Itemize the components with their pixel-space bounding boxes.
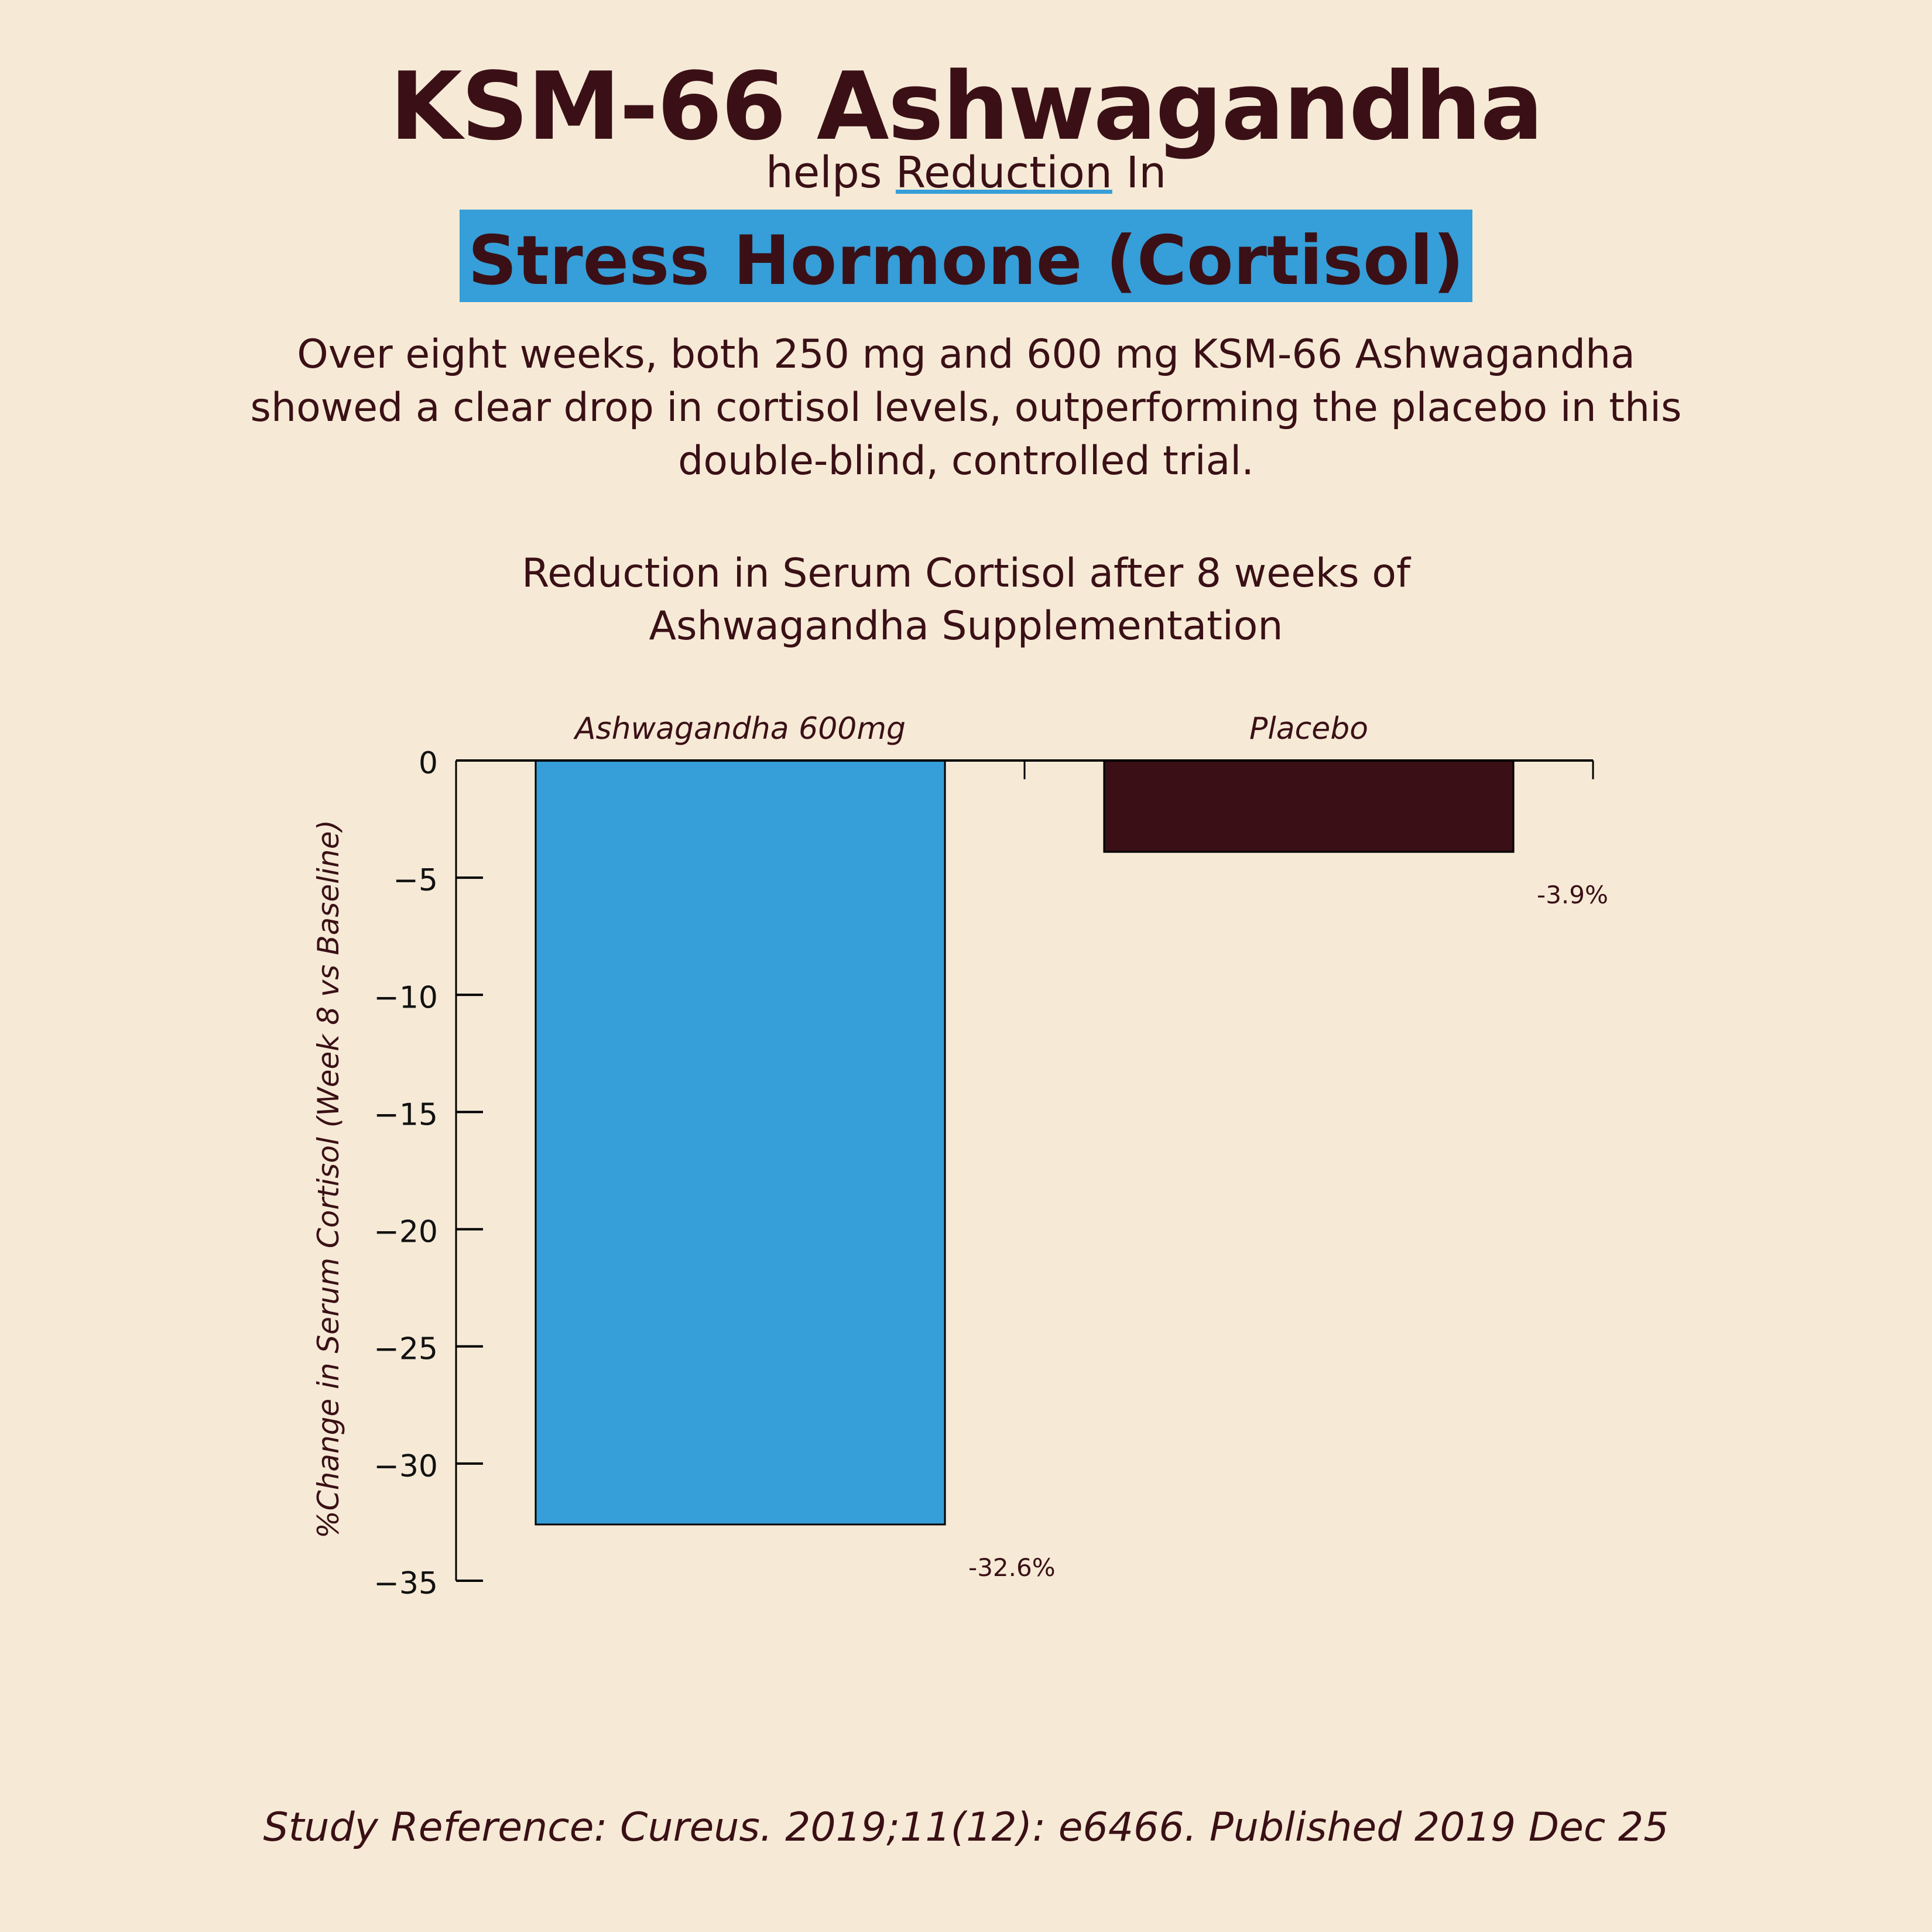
page-title: KSM-66 Ashwagandha — [389, 52, 1544, 161]
y-tick-label: −35 — [374, 1566, 438, 1601]
subtitle: helps Reduction In — [0, 148, 1932, 198]
subtitle-link: Reduction — [895, 148, 1112, 198]
subtitle-pre: helps — [765, 148, 896, 198]
chart-title-text: Reduction in Serum Cortisol after 8 week… — [522, 550, 1410, 649]
bar-0 — [535, 759, 946, 1526]
bar-1 — [1103, 759, 1515, 853]
chart-title: Reduction in Serum Cortisol after 8 week… — [0, 547, 1932, 653]
highlight-banner: Stress Hormone (Cortisol) — [460, 210, 1472, 302]
y-tick-label: 0 — [419, 746, 438, 781]
data-label: -32.6% — [968, 1553, 1056, 1582]
y-tick-label: −30 — [374, 1449, 438, 1484]
category-label: Placebo — [1249, 711, 1368, 746]
y-axis-label: %Change in Serum Cortisol (Week 8 vs Bas… — [311, 820, 345, 1539]
subtitle-post: In — [1112, 148, 1167, 198]
highlight-text: Stress Hormone (Cortisol) — [468, 221, 1464, 300]
description: Over eight weeks, both 250 mg and 600 mg… — [0, 328, 1932, 488]
description-text: Over eight weeks, both 250 mg and 600 mg… — [250, 331, 1682, 484]
category-label: Ashwagandha 600mg — [573, 711, 906, 746]
y-tick-label: −20 — [374, 1215, 438, 1250]
study-reference: Study Reference: Cureus. 2019;11(12): e6… — [263, 1804, 1669, 1851]
y-tick-label: −15 — [374, 1097, 438, 1132]
data-label: -3.9% — [1537, 881, 1608, 909]
y-tick-label: −10 — [374, 980, 438, 1015]
y-tick-label: −5 — [393, 863, 438, 898]
y-tick-label: −25 — [374, 1332, 438, 1367]
